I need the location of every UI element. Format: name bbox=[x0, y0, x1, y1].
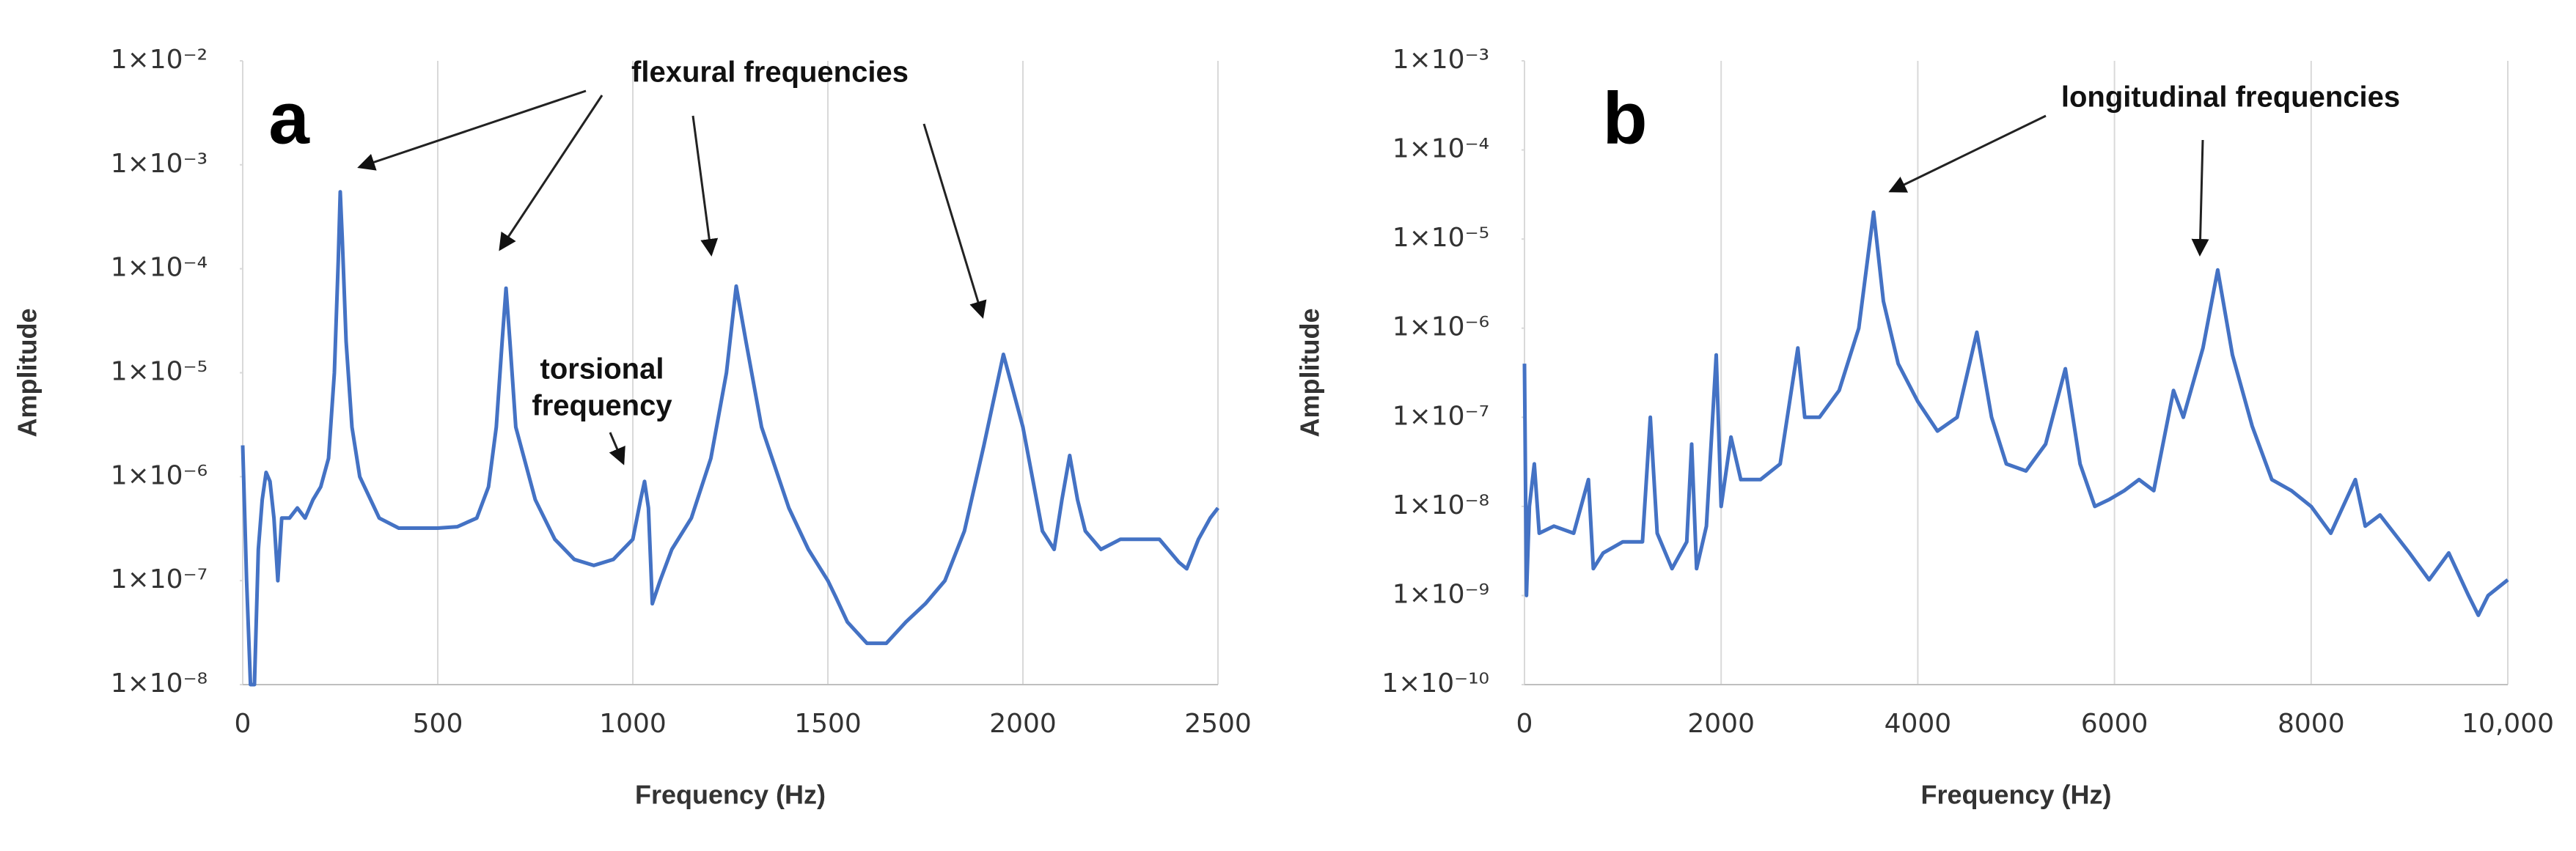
y-tick-label: 1×10⁻³ bbox=[1392, 45, 1489, 75]
y-tick-label: 1×10⁻⁸ bbox=[111, 668, 208, 699]
arrow bbox=[691, 115, 719, 257]
y-axis-title: Amplitude bbox=[1295, 309, 1325, 438]
y-axis-title: Amplitude bbox=[12, 309, 43, 438]
y-tick-label: 1×10⁻⁵ bbox=[111, 357, 208, 387]
x-tick-label: 1000 bbox=[599, 709, 667, 739]
y-tick-label: 1×10⁻⁷ bbox=[1392, 401, 1489, 431]
panel-label: b bbox=[1602, 77, 1647, 159]
arrow bbox=[2191, 139, 2209, 257]
y-tick-label: 1×10⁻⁷ bbox=[111, 564, 208, 594]
arrow bbox=[357, 89, 587, 171]
data-line bbox=[1522, 210, 2509, 617]
x-tick-label: 2000 bbox=[1687, 709, 1755, 739]
x-tick-label: 1500 bbox=[794, 709, 862, 739]
y-tick-label: 1×10⁻⁴ bbox=[1392, 134, 1489, 164]
x-axis-title: Frequency (Hz) bbox=[1920, 780, 2111, 810]
plots: 0 500 1000 1500 2000 2500 1×10⁻⁸ 1×10⁻⁷ 1×10⁻⁶ 1×… bbox=[12, 45, 2554, 810]
y-tick-label: 1×10⁻⁵ bbox=[1392, 223, 1489, 253]
x-tick-label: 2000 bbox=[989, 709, 1057, 739]
x-tick-label: 8000 bbox=[2278, 709, 2345, 739]
arrow bbox=[499, 95, 603, 251]
y-tick-label: 1×10⁻⁶ bbox=[111, 460, 208, 490]
x-tick-label: 4000 bbox=[1885, 709, 1952, 739]
annotation: frequency bbox=[532, 390, 672, 422]
x-tick-label: 10,000 bbox=[2462, 709, 2554, 739]
data-line bbox=[241, 190, 1219, 687]
y-tick-label: 1×10⁻³ bbox=[111, 149, 208, 179]
x-tick-label: 2500 bbox=[1184, 709, 1252, 739]
annotation: flexural frequencies bbox=[631, 56, 909, 89]
y-tick-label: 1×10⁻⁸ bbox=[1392, 490, 1489, 520]
x-tick-label: 0 bbox=[235, 709, 252, 739]
y-tick-label: 1×10⁻⁴ bbox=[111, 253, 208, 283]
arrow bbox=[609, 432, 625, 465]
panel-label: a bbox=[268, 77, 310, 159]
arrow bbox=[922, 123, 987, 319]
arrow bbox=[1888, 114, 2047, 193]
annotation: torsional bbox=[540, 353, 664, 386]
x-tick-label: 0 bbox=[1516, 709, 1533, 739]
y-tick-label: 1×10⁻¹⁰ bbox=[1381, 668, 1489, 699]
y-tick-label: 1×10⁻⁶ bbox=[1392, 312, 1489, 342]
y-tick-label: 1×10⁻⁹ bbox=[1392, 579, 1489, 609]
x-tick-label: 500 bbox=[413, 709, 463, 739]
x-axis-title: Frequency (Hz) bbox=[635, 780, 826, 810]
x-tick-label: 6000 bbox=[2081, 709, 2148, 739]
annotation: longitudinal frequencies bbox=[2061, 81, 2400, 114]
y-tick-label: 1×10⁻² bbox=[111, 45, 208, 75]
